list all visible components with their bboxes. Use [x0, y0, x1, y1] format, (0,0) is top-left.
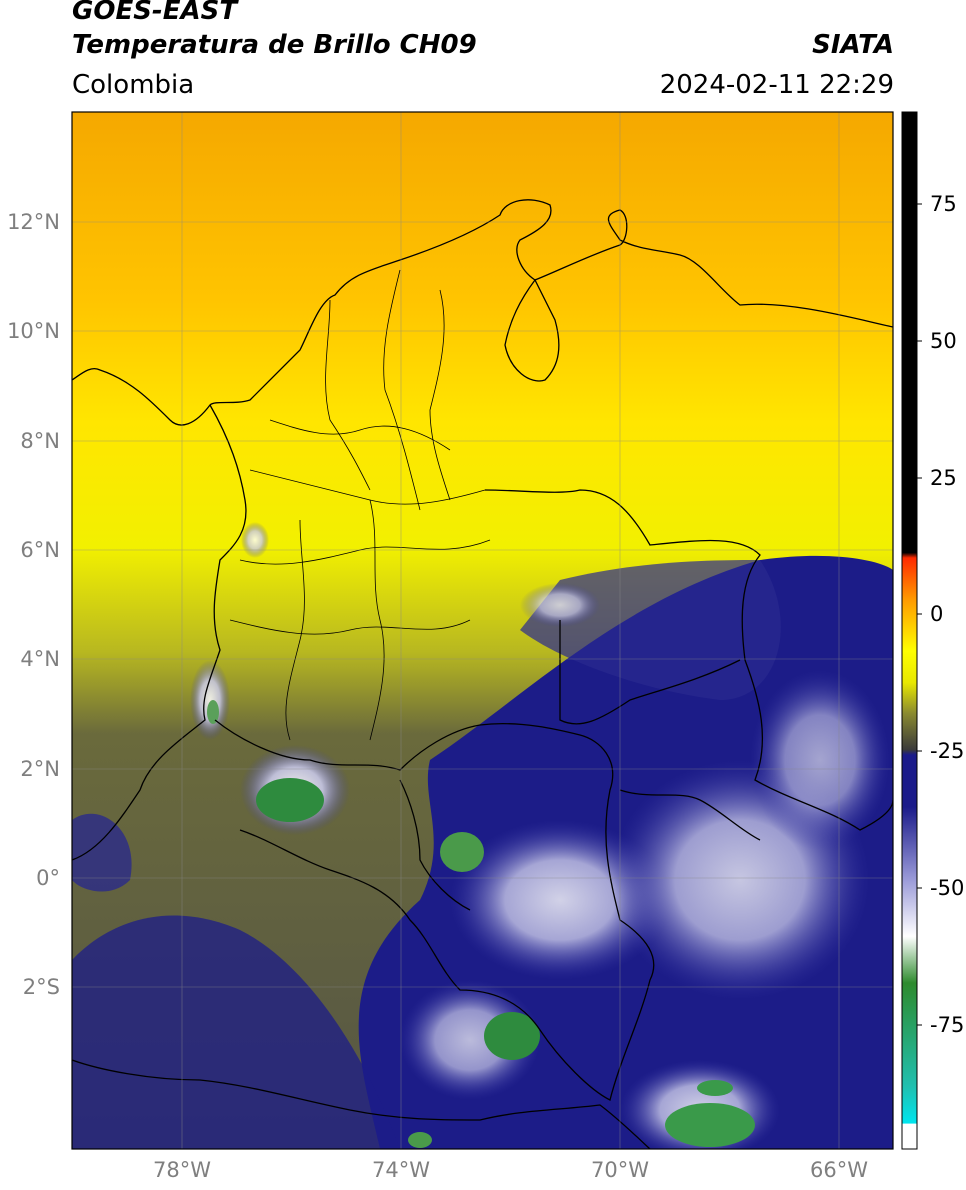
lat-tick: 2°N	[20, 757, 60, 781]
lon-tick: 70°W	[591, 1158, 649, 1182]
lat-tick: 12°N	[7, 210, 60, 234]
colorbar	[902, 112, 917, 1149]
satellite-title: GOES-EAST	[72, 0, 238, 26]
colorbar-tick-label: -75	[930, 1013, 965, 1037]
lat-tick: 10°N	[7, 319, 60, 343]
borders	[72, 199, 893, 1149]
lat-tick: 4°N	[20, 647, 60, 671]
brightness-temperature-field	[72, 112, 893, 1149]
lat-tick: 8°N	[20, 429, 60, 453]
colorbar-tick-label: 50	[930, 329, 957, 353]
colorbar-tick-label: -50	[930, 876, 965, 900]
source-label: SIATA	[812, 30, 894, 60]
colorbar-tick-label: 0	[930, 602, 944, 626]
gridlines	[72, 112, 893, 1149]
colorbar-tick-label: 75	[930, 192, 957, 216]
lon-tick: 66°W	[810, 1158, 868, 1182]
region-label: Colombia	[72, 70, 195, 100]
lat-tick: 0°	[36, 866, 60, 890]
lon-tick: 78°W	[153, 1158, 211, 1182]
colorbar-tick-label: -25	[930, 739, 965, 763]
lon-tick: 74°W	[372, 1158, 430, 1182]
product-title: Temperatura de Brillo CH09	[72, 30, 477, 60]
lat-tick: 6°N	[20, 538, 60, 562]
lat-tick: 2°S	[22, 975, 60, 999]
colorbar-tick-label: 25	[930, 466, 957, 490]
map-frame	[71, 111, 894, 1150]
datetime-label: 2024-02-11 22:29	[659, 70, 894, 100]
department-borders	[229, 269, 491, 741]
colorbar-ticks	[917, 203, 922, 1026]
colorbar-frame	[901, 111, 918, 1150]
